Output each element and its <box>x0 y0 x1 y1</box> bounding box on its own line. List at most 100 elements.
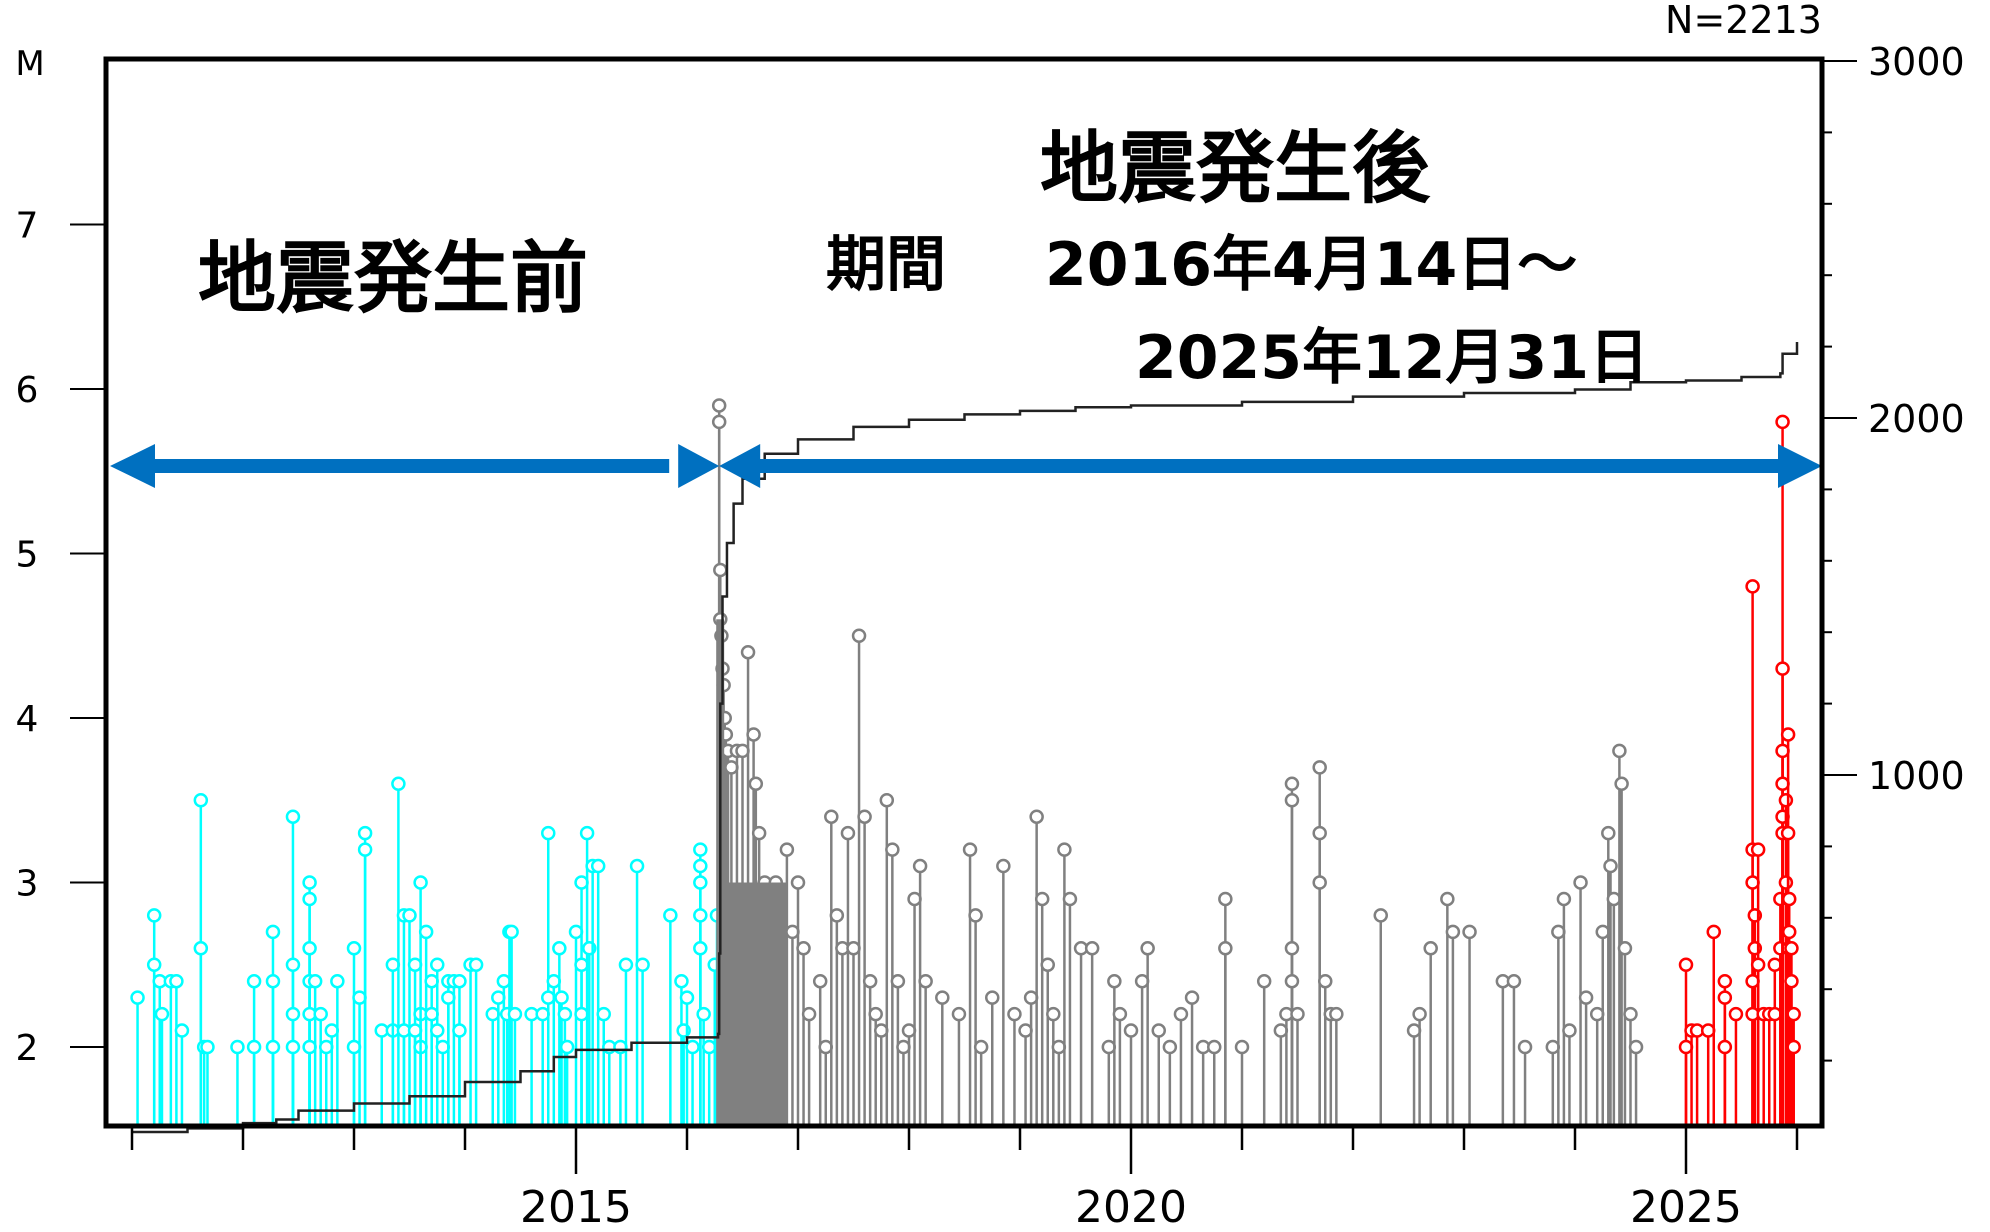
stem-marker <box>541 990 556 1005</box>
stem-marker <box>1551 924 1566 940</box>
stem-marker <box>590 858 606 874</box>
stem-marker <box>1273 1023 1289 1038</box>
stem-marker <box>346 941 362 956</box>
stem-marker <box>1406 1023 1422 1038</box>
stem-marker <box>1595 924 1610 940</box>
stem-marker <box>1023 990 1039 1005</box>
stem-marker <box>1623 1006 1638 1022</box>
stem-marker <box>546 973 562 989</box>
stem-marker <box>1717 990 1733 1005</box>
stem-marker <box>1046 1006 1061 1022</box>
after-arrow-shaft <box>759 459 1782 473</box>
arrow-right-head-icon <box>1778 444 1822 488</box>
stem-marker <box>735 743 750 759</box>
stem-marker <box>424 1006 439 1022</box>
period-arrows <box>110 444 1822 488</box>
before-earthquake-label: 地震発生前 <box>198 234 588 324</box>
stem-marker <box>935 990 950 1005</box>
stem-marker <box>435 1039 451 1055</box>
stem-marker <box>862 973 878 989</box>
stem-marker <box>1778 793 1794 808</box>
stem-marker <box>574 957 589 972</box>
stem-marker <box>559 1039 575 1055</box>
stem-marker <box>696 1006 711 1022</box>
stem-marker <box>1517 1039 1533 1055</box>
stem-marker <box>693 875 708 890</box>
stem-marker <box>302 875 317 890</box>
stem-marker <box>1440 891 1455 907</box>
stem-marker <box>1107 973 1122 989</box>
stem-marker <box>541 825 556 841</box>
stem-marker <box>1057 842 1072 857</box>
stem-marker <box>824 809 839 824</box>
stem-marker <box>812 973 828 989</box>
stem-marker <box>901 1023 917 1038</box>
stem-marker <box>868 1006 883 1022</box>
stem-marker <box>1628 1039 1644 1055</box>
stem-marker <box>285 809 301 824</box>
stem-marker <box>346 1039 362 1055</box>
stem-marker <box>1745 875 1760 890</box>
stem-marker <box>468 957 484 972</box>
stem-marker <box>1780 727 1796 742</box>
stem-marker <box>1134 973 1150 989</box>
stem-marker <box>918 973 933 989</box>
stem-marker <box>879 793 895 808</box>
stem-marker <box>307 973 323 989</box>
stem-marker <box>1589 1006 1605 1022</box>
stem-marker <box>1784 973 1799 989</box>
stem-marker <box>596 1006 611 1022</box>
stem-marker <box>1767 957 1783 972</box>
stem-marker <box>746 727 761 742</box>
stem-marker <box>1256 973 1272 989</box>
stem-marker <box>407 1023 423 1038</box>
stem-marker <box>130 990 145 1005</box>
stem-marker <box>885 842 900 857</box>
stem-marker <box>1778 875 1794 890</box>
stem-marker <box>574 1006 589 1022</box>
right-y-axis: 1000 2000 3000 <box>1822 40 1965 1062</box>
stem-marker <box>246 1039 262 1055</box>
stem-marker <box>846 941 861 956</box>
stem-marker <box>552 941 567 956</box>
after-earthquake-label: 地震発生後 <box>1040 124 1431 214</box>
stem-marker <box>1329 1006 1344 1022</box>
stem-marker <box>285 957 301 972</box>
stem-marker <box>485 1006 500 1022</box>
tick-label: 7 <box>16 206 39 247</box>
stem-marker <box>430 1023 445 1038</box>
stem-marker <box>1312 875 1327 890</box>
stem-marker <box>1445 924 1461 940</box>
stem-marker <box>796 941 811 956</box>
stem-marker <box>663 908 678 923</box>
stem-marker <box>985 990 1000 1005</box>
stem-marker <box>1614 776 1629 792</box>
stem-marker <box>693 842 708 857</box>
plot-frame <box>103 56 1825 1129</box>
stem-marker <box>674 973 689 989</box>
stem-marker <box>504 924 519 940</box>
tick-label: 3000 <box>1868 40 1965 84</box>
stem-marker <box>154 1006 170 1022</box>
stem-marker <box>330 973 345 989</box>
stem-marker <box>1029 809 1044 824</box>
stem-marker <box>785 924 800 940</box>
stem-marker <box>951 1006 967 1022</box>
stem-marker <box>1123 1023 1139 1038</box>
stem-marker <box>357 825 373 841</box>
stem-marker <box>1706 924 1721 940</box>
stem-marker <box>1218 941 1233 956</box>
stem-marker <box>962 842 978 857</box>
stem-marker <box>1162 1039 1178 1055</box>
stem-marker <box>574 875 589 890</box>
stem-marker <box>535 1006 550 1022</box>
stem-marker <box>790 875 806 890</box>
stem-marker <box>265 973 281 989</box>
stem-marker <box>285 1006 301 1022</box>
stem-marker <box>1556 891 1572 907</box>
stem-marker <box>711 414 727 430</box>
stem-marker <box>385 957 401 972</box>
stem-marker <box>618 957 634 972</box>
stem-marker <box>452 1023 467 1038</box>
stem-marker <box>285 1039 301 1055</box>
